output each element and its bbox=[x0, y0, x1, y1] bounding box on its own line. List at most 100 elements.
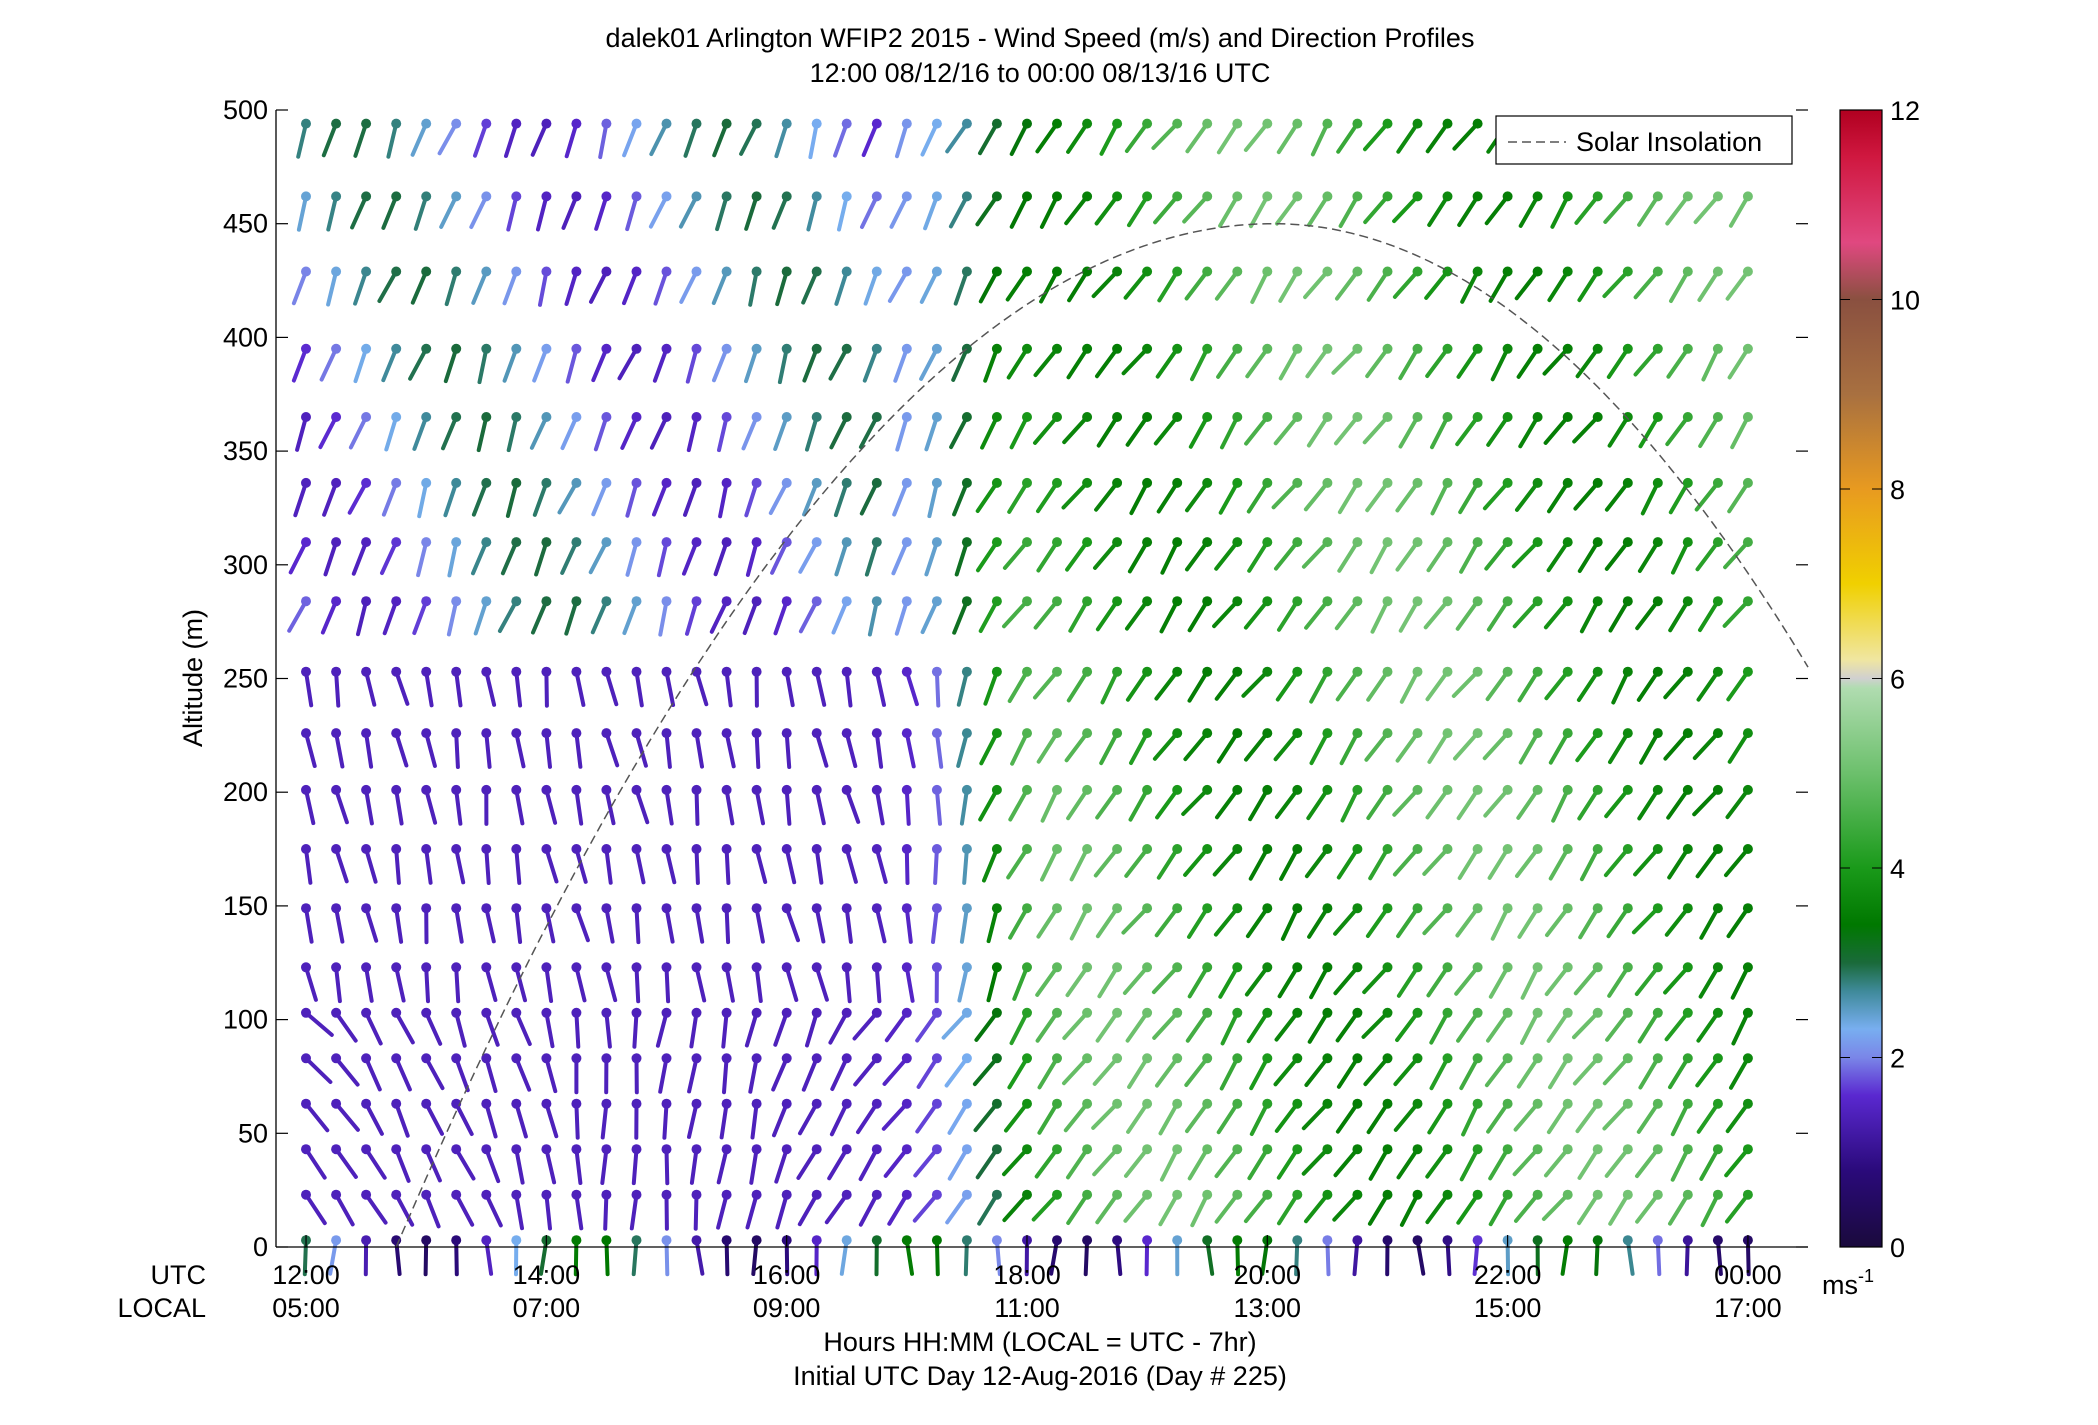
x-tick-label-utc: 18:00 bbox=[993, 1260, 1061, 1290]
wind-barb-shaft bbox=[560, 540, 579, 575]
wind-barb-dot bbox=[1592, 1007, 1603, 1018]
wind-barb bbox=[1214, 537, 1243, 571]
wind-barb bbox=[1033, 412, 1062, 445]
wind-barb-dot bbox=[541, 412, 552, 422]
wind-barb-dot bbox=[1082, 412, 1093, 422]
wind-barb-shaft bbox=[802, 480, 819, 517]
wind-barb bbox=[301, 784, 316, 826]
wind-barb bbox=[1396, 118, 1423, 154]
wind-barb bbox=[1572, 1053, 1603, 1086]
wind-barb bbox=[391, 962, 406, 1003]
wind-barb bbox=[421, 962, 432, 1004]
wind-barb bbox=[691, 1189, 702, 1231]
wind-barb bbox=[631, 1007, 642, 1049]
wind-barb bbox=[1696, 1098, 1723, 1134]
wind-barb-dot bbox=[1622, 962, 1633, 973]
wind-barb-shaft bbox=[1395, 1010, 1420, 1042]
wind-barb bbox=[301, 1053, 333, 1084]
wind-barb-dot bbox=[1742, 477, 1753, 488]
wind-barb-shaft bbox=[1121, 346, 1150, 376]
wind-barb-shaft bbox=[920, 599, 939, 635]
wind-barb-shaft bbox=[1276, 1147, 1300, 1180]
wind-barb-shaft bbox=[1422, 906, 1450, 936]
wind-barb-shaft bbox=[844, 906, 853, 944]
wind-barb-dot bbox=[1082, 903, 1093, 914]
wind-barb-shaft bbox=[424, 1147, 442, 1183]
wind-barb-dot bbox=[1712, 1189, 1723, 1200]
wind-barb-shaft bbox=[1243, 121, 1270, 152]
wind-barb-dot bbox=[541, 1098, 552, 1109]
wind-barb-shaft bbox=[1427, 1101, 1450, 1135]
wind-barb-shaft bbox=[574, 847, 588, 884]
x-tick-label-local: 05:00 bbox=[272, 1293, 340, 1323]
wind-barb-shaft bbox=[1337, 540, 1360, 573]
wind-barb bbox=[361, 1007, 383, 1046]
wind-barb bbox=[1459, 1144, 1483, 1182]
wind-barb-shaft bbox=[319, 346, 339, 382]
x-tick-label-utc: 00:00 bbox=[1714, 1260, 1782, 1290]
wind-barb bbox=[1212, 844, 1243, 877]
wind-barb-shaft bbox=[1007, 1056, 1029, 1090]
wind-barb bbox=[1304, 1053, 1333, 1087]
wind-barb-dot bbox=[631, 903, 642, 914]
wind-barb bbox=[1127, 1053, 1153, 1089]
wind-barb-shaft bbox=[934, 1238, 940, 1277]
wind-barb bbox=[912, 1189, 942, 1223]
wind-barb-dot bbox=[811, 596, 822, 607]
wind-barb-dot bbox=[1442, 1007, 1453, 1018]
wind-barb-shaft bbox=[1123, 269, 1150, 300]
wind-barb-dot bbox=[1322, 1235, 1333, 1246]
wind-barb-dot bbox=[511, 1007, 522, 1018]
wind-barb-shaft bbox=[1722, 599, 1750, 628]
colorbar-tick-label: 2 bbox=[1890, 1044, 1905, 1074]
wind-barb-dot bbox=[391, 1007, 402, 1018]
wind-barb-dot bbox=[1532, 266, 1543, 277]
wind-barb-shaft bbox=[410, 121, 429, 157]
wind-barb-dot bbox=[1232, 477, 1243, 488]
wind-barb-dot bbox=[1472, 903, 1483, 914]
wind-barb-shaft bbox=[454, 669, 463, 708]
wind-barb-dot bbox=[1322, 903, 1333, 914]
wind-barb bbox=[1274, 784, 1303, 820]
wind-barb bbox=[1395, 477, 1423, 513]
wind-barb-shaft bbox=[1185, 1101, 1210, 1134]
wind-barb-dot bbox=[961, 844, 972, 854]
wind-barb bbox=[1727, 477, 1753, 514]
wind-barb-shaft bbox=[1214, 540, 1240, 571]
wind-barb bbox=[1548, 844, 1573, 881]
wind-barb-shaft bbox=[1459, 540, 1480, 574]
wind-barb bbox=[686, 412, 702, 453]
wind-barb-shaft bbox=[1274, 787, 1300, 820]
wind-barb bbox=[841, 784, 861, 824]
wind-barb-dot bbox=[1052, 596, 1062, 607]
wind-barb-shaft bbox=[1220, 1010, 1240, 1046]
wind-barb bbox=[1484, 1053, 1513, 1088]
y-tick-label: 350 bbox=[223, 436, 268, 466]
wind-barb-shaft bbox=[1455, 906, 1480, 938]
wind-barb-shaft bbox=[975, 194, 999, 227]
wind-barb bbox=[381, 343, 402, 383]
wind-barb bbox=[382, 596, 402, 636]
wind-barb bbox=[625, 477, 642, 518]
wind-barb bbox=[1636, 1098, 1663, 1134]
wind-barb-shaft bbox=[1333, 906, 1360, 936]
wind-barb-shaft bbox=[1160, 540, 1180, 575]
wind-barb-shaft bbox=[588, 540, 609, 575]
wind-barb-dot bbox=[1532, 596, 1543, 607]
wind-barb-shaft bbox=[1518, 194, 1540, 228]
wind-barb-dot bbox=[901, 666, 912, 677]
wind-barb bbox=[721, 784, 735, 826]
row-label-utc: UTC bbox=[151, 1260, 207, 1290]
wind-barb-dot bbox=[1292, 962, 1303, 973]
wind-barb-shaft bbox=[959, 906, 969, 944]
wind-barb-dot bbox=[1142, 1007, 1153, 1018]
wind-barb-shaft bbox=[724, 847, 731, 885]
wind-barb bbox=[1216, 728, 1243, 764]
wind-barb-shaft bbox=[1366, 269, 1390, 302]
wind-barb bbox=[1459, 1053, 1483, 1091]
wind-barb-dot bbox=[331, 118, 342, 129]
wind-barb bbox=[1241, 666, 1273, 698]
wind-barb bbox=[1541, 1189, 1573, 1221]
wind-barb-shaft bbox=[884, 1010, 909, 1043]
wind-barb-shaft bbox=[1633, 346, 1660, 377]
